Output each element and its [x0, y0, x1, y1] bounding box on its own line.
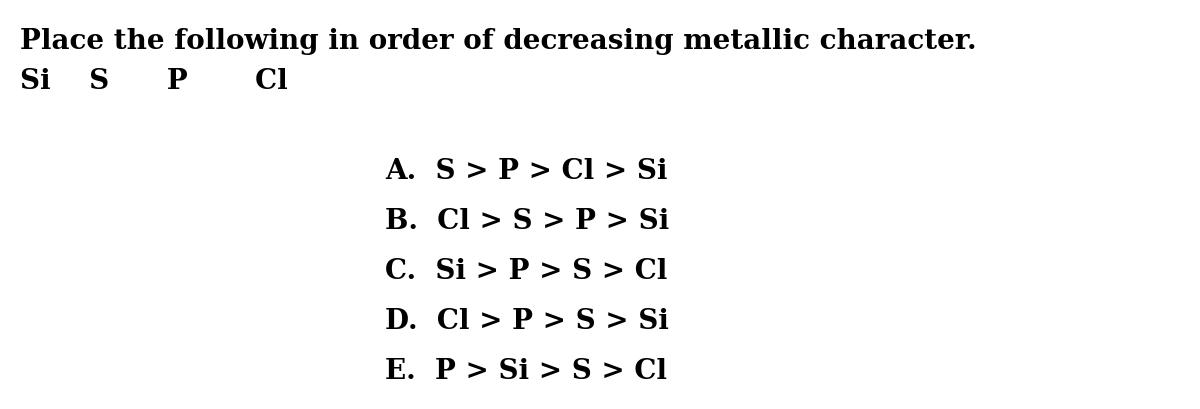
- Text: B.  Cl > S > P > Si: B. Cl > S > P > Si: [385, 207, 670, 234]
- Text: E.  P > Si > S > Cl: E. P > Si > S > Cl: [385, 357, 667, 384]
- Text: Si    S      P       Cl: Si S P Cl: [20, 68, 288, 95]
- Text: A.  S > P > Cl > Si: A. S > P > Cl > Si: [385, 157, 667, 184]
- Text: D.  Cl > P > S > Si: D. Cl > P > S > Si: [385, 307, 668, 334]
- Text: Place the following in order of decreasing metallic character.: Place the following in order of decreasi…: [20, 28, 977, 55]
- Text: C.  Si > P > S > Cl: C. Si > P > S > Cl: [385, 257, 667, 284]
